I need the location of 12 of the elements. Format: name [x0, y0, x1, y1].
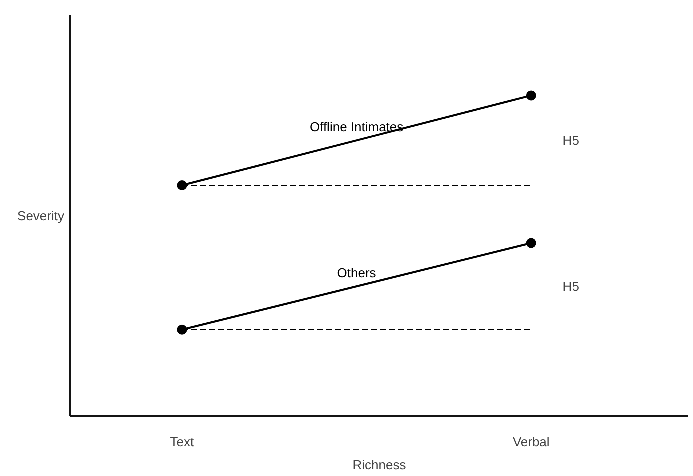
point	[526, 90, 536, 101]
series-label: Offline Intimates	[310, 120, 404, 135]
point	[526, 238, 536, 248]
y-axis-title: Severity	[18, 208, 65, 224]
x-tick-label: Verbal	[512, 434, 550, 450]
annotation: H5	[562, 133, 580, 148]
x-axis-title: Richness	[352, 458, 407, 472]
point	[177, 180, 188, 191]
x-tick-label: Text	[170, 434, 195, 450]
series-label: Others	[337, 266, 377, 281]
annotation: H5	[562, 279, 580, 294]
point	[177, 324, 188, 335]
